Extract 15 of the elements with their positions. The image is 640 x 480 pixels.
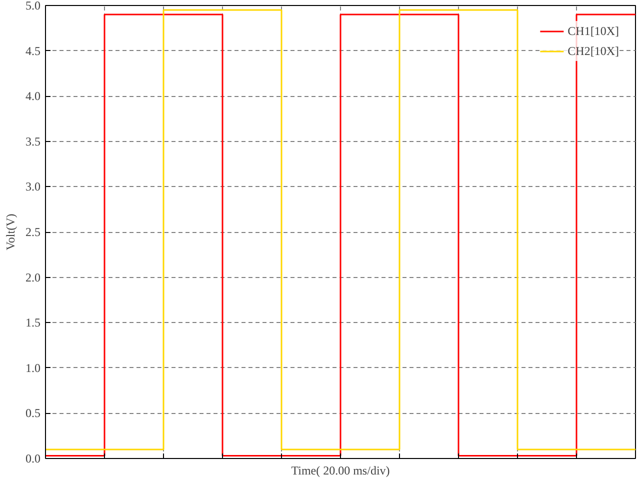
y-tick-label: 3.5	[26, 134, 40, 148]
y-tick-label: 4.0	[26, 89, 40, 104]
y-tick-label: 1.5	[26, 316, 40, 330]
y-tick-label: 2.0	[26, 270, 40, 284]
x-axis-title: Time( 20.00 ms/div)	[291, 464, 390, 478]
legend-label: CH1[10X]	[568, 24, 619, 38]
y-axis-title: Volt(V)	[4, 214, 18, 250]
y-tick-label: 2.5	[26, 225, 40, 239]
y-tick-label: 4.5	[26, 44, 40, 58]
legend-label: CH2[10X]	[568, 44, 619, 58]
y-tick-label: 0.0	[26, 452, 40, 466]
y-tick-label: 0.5	[26, 406, 40, 420]
y-tick-label: 3.0	[26, 180, 40, 194]
y-tick-label: 5.0	[26, 0, 40, 12]
y-tick-label: 1.0	[26, 360, 40, 375]
